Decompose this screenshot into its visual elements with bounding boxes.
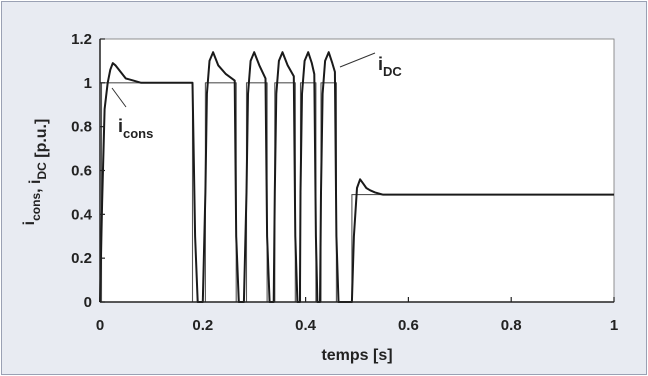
plot-area bbox=[99, 38, 615, 303]
x-tick-label: 0 bbox=[96, 317, 104, 334]
y-axis-title-subscript: DC bbox=[35, 162, 49, 180]
y-axis-title: icons, iDC [p.u.] bbox=[21, 119, 50, 226]
x-axis-title: temps [s] bbox=[321, 347, 392, 364]
y-tick-label: 1.2 bbox=[71, 31, 92, 48]
icons-annotation: icons bbox=[118, 116, 153, 141]
idc-leader-line bbox=[339, 52, 376, 68]
y-tick-label: 0.2 bbox=[71, 250, 92, 267]
y-tick-label: 0 bbox=[84, 294, 92, 311]
axis-layer: 0 0.2 0.4 0.6 0.8 1 0 0.2 0.4 0.6 0.8 1 1.2 bbox=[71, 31, 618, 334]
icons-leader-line bbox=[111, 87, 127, 108]
y-axis-title-part: i bbox=[21, 221, 38, 225]
series-line-i-dc bbox=[99, 51, 614, 303]
y-tick-label: 1 bbox=[84, 75, 92, 92]
x-tick-label: 0.2 bbox=[192, 317, 213, 334]
x-tick-label: 0.6 bbox=[398, 317, 419, 334]
x-tick-label: 1 bbox=[610, 317, 618, 334]
icons-annotation-main: i bbox=[118, 116, 123, 136]
x-tick-label: 0.8 bbox=[501, 317, 522, 334]
idc-annotation-sub: DC bbox=[383, 64, 402, 79]
icons-annotation-sub: cons bbox=[123, 126, 153, 141]
annotation-layer: icons iDC bbox=[111, 52, 402, 141]
y-axis-title-part: , bbox=[27, 184, 44, 193]
y-axis-title-subscript: cons bbox=[29, 193, 43, 221]
idc-annotation-main: i bbox=[378, 54, 383, 74]
y-tick-label: 0.4 bbox=[71, 206, 93, 223]
y-axis-title-part: i bbox=[27, 180, 44, 184]
idc-annotation: iDC bbox=[378, 54, 402, 79]
y-axis-title-part: [p.u.] bbox=[33, 119, 50, 163]
y-tick-label: 0.8 bbox=[71, 119, 92, 136]
y-tick-label: 0.6 bbox=[71, 163, 92, 180]
x-tick-label: 0.4 bbox=[295, 317, 317, 334]
